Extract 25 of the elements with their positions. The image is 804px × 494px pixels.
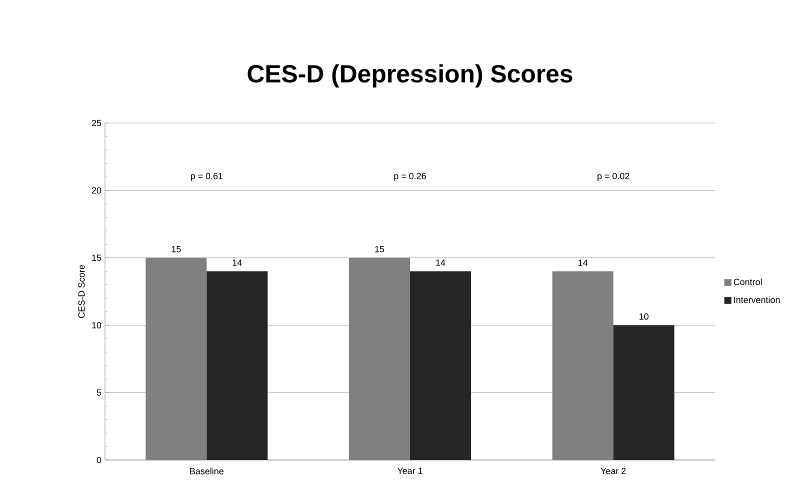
x-tick-label: Year 1 [397, 468, 422, 474]
bar [410, 271, 472, 460]
data-label: 10 [640, 313, 648, 320]
y-tick-label: 20 [92, 187, 102, 194]
data-label: 14 [232, 260, 242, 266]
x-tick-label: Year 2 [600, 468, 626, 474]
y-tick-label: 25 [92, 120, 102, 126]
annotation: p = 0.02 [598, 172, 630, 181]
annotation: p = 0.61 [190, 172, 223, 181]
data-label: 14 [578, 260, 588, 266]
y-tick-label: 0 [96, 456, 102, 464]
bar [613, 325, 674, 460]
legend-label: Intervention [734, 296, 780, 304]
y-tick-label: 15 [92, 254, 102, 261]
y-tick-label: 5 [96, 389, 102, 396]
y-tick-label: 10 [92, 322, 102, 328]
chart-title: CES-D (Depression) Scores [248, 64, 572, 88]
annotation: p = 0.26 [394, 172, 426, 181]
x-tick-label: Baseline [190, 468, 224, 474]
data-label: 15 [172, 246, 181, 252]
data-label: 14 [436, 260, 446, 266]
bar [206, 271, 268, 460]
y-axis-title: CES-D Score [78, 265, 85, 318]
legend-label: Control [734, 278, 762, 286]
data-label: 15 [375, 246, 384, 252]
